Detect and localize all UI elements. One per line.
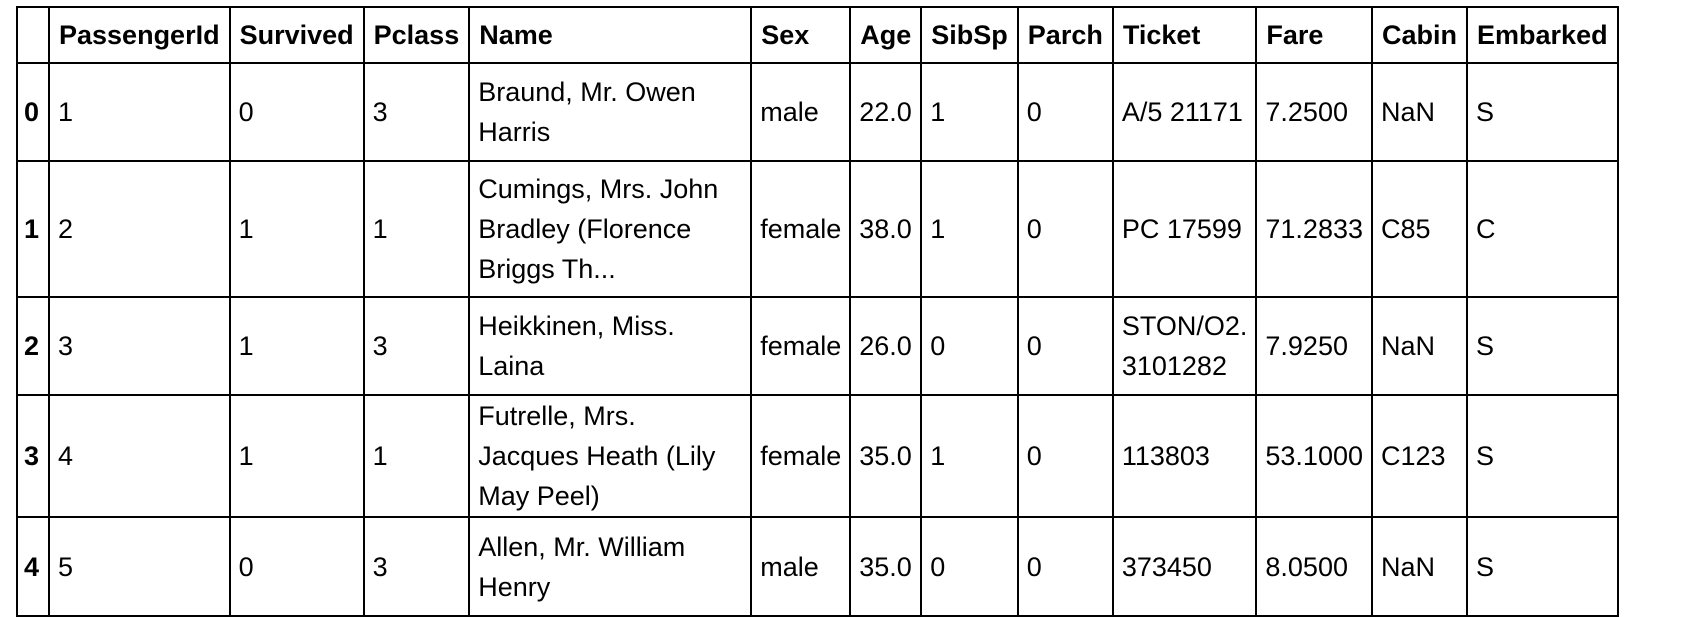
table-row: 2 3 1 3 Heikkinen, Miss. Laina female 26…: [16, 296, 1619, 396]
column-header-survived: Survived: [228, 6, 365, 64]
cell-cabin: NaN: [1370, 62, 1469, 162]
cell-embarked: S: [1466, 62, 1619, 162]
cell-parch: 0: [1016, 160, 1114, 298]
cell-passengerid: 1: [48, 62, 231, 162]
cell-survived: 1: [228, 394, 365, 518]
cell-name: Braund, Mr. Owen Harris: [468, 62, 753, 162]
row-index: 3: [16, 394, 50, 518]
cell-survived: 1: [228, 296, 365, 396]
cell-age: 38.0: [849, 160, 923, 298]
column-header-pclass: Pclass: [362, 6, 471, 64]
cell-embarked: S: [1466, 296, 1619, 396]
index-header: [16, 6, 50, 64]
table-row: 3 4 1 1 Futrelle, Mrs. Jacques Heath (Li…: [16, 394, 1619, 518]
cell-cabin: C123: [1370, 394, 1469, 518]
cell-ticket: PC 17599: [1111, 160, 1258, 298]
dataframe-table: PassengerId Survived Pclass Name Sex Age…: [16, 6, 1619, 617]
cell-age: 22.0: [849, 62, 923, 162]
cell-age: 35.0: [849, 516, 923, 617]
cell-cabin: NaN: [1370, 516, 1469, 617]
column-header-parch: Parch: [1016, 6, 1114, 64]
column-header-cabin: Cabin: [1370, 6, 1469, 64]
cell-sibsp: 0: [920, 516, 1019, 617]
column-header-fare: Fare: [1255, 6, 1373, 64]
cell-passengerid: 3: [48, 296, 231, 396]
cell-sibsp: 1: [920, 62, 1019, 162]
cell-name: Cumings, Mrs. John Bradley (Florence Bri…: [468, 160, 753, 298]
cell-sibsp: 1: [920, 394, 1019, 518]
cell-name: Futrelle, Mrs. Jacques Heath (Lily May P…: [468, 394, 753, 518]
cell-cabin: C85: [1370, 160, 1469, 298]
cell-pclass: 3: [362, 62, 471, 162]
cell-passengerid: 4: [48, 394, 231, 518]
cell-ticket: 373450: [1111, 516, 1258, 617]
table-row: 0 1 0 3 Braund, Mr. Owen Harris male 22.…: [16, 62, 1619, 162]
cell-pclass: 3: [362, 296, 471, 396]
cell-cabin: NaN: [1370, 296, 1469, 396]
column-header-embarked: Embarked: [1466, 6, 1619, 64]
cell-embarked: S: [1466, 394, 1619, 518]
column-header-sex: Sex: [750, 6, 852, 64]
cell-pclass: 1: [362, 160, 471, 298]
cell-sex: male: [750, 62, 852, 162]
cell-passengerid: 2: [48, 160, 231, 298]
cell-sex: male: [750, 516, 852, 617]
cell-sibsp: 1: [920, 160, 1019, 298]
table-row: 1 2 1 1 Cumings, Mrs. John Bradley (Flor…: [16, 160, 1619, 298]
cell-parch: 0: [1016, 62, 1114, 162]
cell-fare: 53.1000: [1255, 394, 1373, 518]
cell-embarked: C: [1466, 160, 1619, 298]
table-row: 4 5 0 3 Allen, Mr. William Henry male 35…: [16, 516, 1619, 617]
header-row: PassengerId Survived Pclass Name Sex Age…: [16, 6, 1619, 64]
cell-name: Allen, Mr. William Henry: [468, 516, 753, 617]
cell-fare: 7.9250: [1255, 296, 1373, 396]
cell-sex: female: [750, 160, 852, 298]
cell-parch: 0: [1016, 394, 1114, 518]
cell-ticket: A/5 21171: [1111, 62, 1258, 162]
cell-sibsp: 0: [920, 296, 1019, 396]
row-index: 4: [16, 516, 50, 617]
cell-fare: 8.0500: [1255, 516, 1373, 617]
cell-survived: 1: [228, 160, 365, 298]
row-index: 2: [16, 296, 50, 396]
cell-survived: 0: [228, 516, 365, 617]
cell-name: Heikkinen, Miss. Laina: [468, 296, 753, 396]
column-header-age: Age: [849, 6, 923, 64]
cell-ticket: STON/O2. 3101282: [1111, 296, 1258, 396]
cell-age: 26.0: [849, 296, 923, 396]
cell-parch: 0: [1016, 296, 1114, 396]
cell-survived: 0: [228, 62, 365, 162]
cell-fare: 71.2833: [1255, 160, 1373, 298]
cell-pclass: 3: [362, 516, 471, 617]
cell-fare: 7.2500: [1255, 62, 1373, 162]
cell-sex: female: [750, 296, 852, 396]
row-index: 0: [16, 62, 50, 162]
column-header-ticket: Ticket: [1111, 6, 1258, 64]
column-header-name: Name: [468, 6, 753, 64]
cell-sex: female: [750, 394, 852, 518]
cell-passengerid: 5: [48, 516, 231, 617]
column-header-passengerid: PassengerId: [48, 6, 231, 64]
cell-parch: 0: [1016, 516, 1114, 617]
cell-ticket: 113803: [1111, 394, 1258, 518]
cell-pclass: 1: [362, 394, 471, 518]
row-index: 1: [16, 160, 50, 298]
cell-age: 35.0: [849, 394, 923, 518]
cell-embarked: S: [1466, 516, 1619, 617]
column-header-sibsp: SibSp: [920, 6, 1019, 64]
